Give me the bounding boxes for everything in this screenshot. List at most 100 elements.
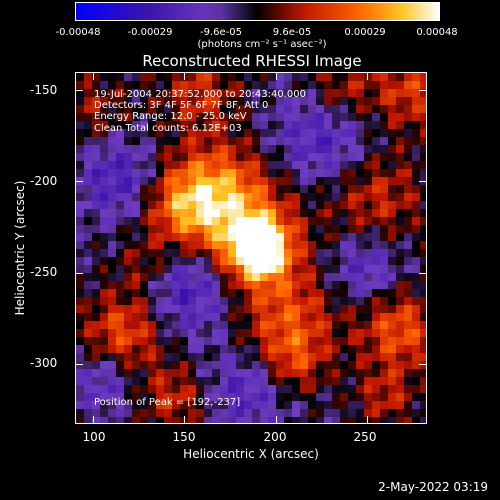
heatmap-cell xyxy=(388,201,397,210)
heatmap-cell xyxy=(412,97,421,106)
heatmap-cell xyxy=(316,257,325,266)
heatmap-cell xyxy=(76,145,85,154)
heatmap-cell xyxy=(156,169,165,178)
heatmap-cell xyxy=(348,241,357,250)
heatmap-cell xyxy=(268,305,277,314)
heatmap-cell xyxy=(180,297,189,306)
heatmap-cell xyxy=(108,137,117,146)
heatmap-cell xyxy=(180,377,189,386)
heatmap-cell xyxy=(220,121,229,130)
heatmap-cell xyxy=(92,345,101,354)
heatmap-cell xyxy=(84,121,93,130)
heatmap-cell xyxy=(100,265,109,274)
heatmap-cell xyxy=(252,369,261,378)
heatmap-cell xyxy=(204,289,213,298)
heatmap-cell xyxy=(156,369,165,378)
heatmap-cell xyxy=(236,145,245,154)
heatmap-cell xyxy=(76,129,85,138)
heatmap-cell xyxy=(148,393,157,402)
heatmap-cell xyxy=(188,257,197,266)
heatmap-cell xyxy=(364,329,373,338)
heatmap-cell xyxy=(100,369,109,378)
heatmap-cell xyxy=(332,393,341,402)
heatmap-cell xyxy=(172,361,181,370)
heatmap-cell xyxy=(404,377,413,386)
heatmap-cell xyxy=(372,73,381,82)
heatmap-cell xyxy=(308,89,317,98)
heatmap-cell xyxy=(388,249,397,258)
heatmap-cell xyxy=(396,273,405,282)
heatmap-cell xyxy=(84,393,93,402)
heatmap-cell xyxy=(84,241,93,250)
heatmap-cell xyxy=(132,129,141,138)
heatmap-cell xyxy=(340,193,349,202)
heatmap-cell xyxy=(292,369,301,378)
heatmap-cell xyxy=(148,145,157,154)
heatmap-cell xyxy=(252,393,261,402)
heatmap-cell xyxy=(412,209,421,218)
heatmap-cell xyxy=(228,329,237,338)
heatmap-cell xyxy=(92,329,101,338)
heatmap-cell xyxy=(268,345,277,354)
heatmap-cell xyxy=(300,401,309,410)
heatmap-cell xyxy=(220,193,229,202)
heatmap-cell xyxy=(100,145,109,154)
heatmap-cell xyxy=(148,345,157,354)
heatmap-cell xyxy=(332,193,341,202)
heatmap-cell xyxy=(252,201,261,210)
heatmap-cell xyxy=(252,417,261,423)
heatmap-cell xyxy=(204,81,213,90)
heatmap-cell xyxy=(412,217,421,226)
heatmap-cell xyxy=(164,377,173,386)
heatmap-cell xyxy=(188,225,197,234)
heatmap-cell xyxy=(356,105,365,114)
heatmap-cell xyxy=(228,113,237,122)
heatmap-cell xyxy=(164,185,173,194)
heatmap-cell xyxy=(84,233,93,242)
heatmap-cell xyxy=(284,145,293,154)
heatmap-cell xyxy=(348,233,357,242)
heatmap-cell xyxy=(140,153,149,162)
heatmap-cell xyxy=(396,73,405,82)
heatmap-cell xyxy=(108,201,117,210)
heatmap-cell xyxy=(372,353,381,362)
heatmap-cell xyxy=(180,217,189,226)
heatmap-cell xyxy=(340,353,349,362)
heatmap-cell xyxy=(156,297,165,306)
y-tick-mark xyxy=(419,272,427,274)
heatmap-cell xyxy=(76,273,85,282)
heatmap-cell xyxy=(228,345,237,354)
heatmap-cell xyxy=(388,321,397,330)
heatmap-cell xyxy=(420,337,426,346)
heatmap-cell xyxy=(172,321,181,330)
heatmap-cell xyxy=(300,281,309,290)
heatmap-cell xyxy=(220,409,229,418)
heatmap-cell xyxy=(420,385,426,394)
heatmap-cell xyxy=(308,321,317,330)
heatmap-cell xyxy=(92,121,101,130)
heatmap-cell xyxy=(396,105,405,114)
heatmap-cell xyxy=(340,225,349,234)
heatmap-cell xyxy=(292,121,301,130)
heatmap-cell xyxy=(236,377,245,386)
heatmap-cell xyxy=(116,225,125,234)
heatmap-cell xyxy=(164,121,173,130)
heatmap-cell xyxy=(420,401,426,410)
heatmap-cell xyxy=(284,121,293,130)
heatmap-cell xyxy=(196,265,205,274)
heatmap-cell xyxy=(108,81,117,90)
heatmap-cell xyxy=(316,401,325,410)
heatmap-cell xyxy=(220,225,229,234)
heatmap-cell xyxy=(100,129,109,138)
heatmap-cell xyxy=(228,377,237,386)
heatmap-cell xyxy=(172,249,181,258)
heatmap-cell xyxy=(364,225,373,234)
heatmap-cell xyxy=(76,249,85,258)
heatmap-cell xyxy=(132,297,141,306)
heatmap-cell xyxy=(164,81,173,90)
heatmap-cell xyxy=(332,201,341,210)
heatmap-cell xyxy=(356,129,365,138)
heatmap-cell xyxy=(380,209,389,218)
heatmap-cell xyxy=(228,89,237,98)
heatmap-cell xyxy=(308,121,317,130)
